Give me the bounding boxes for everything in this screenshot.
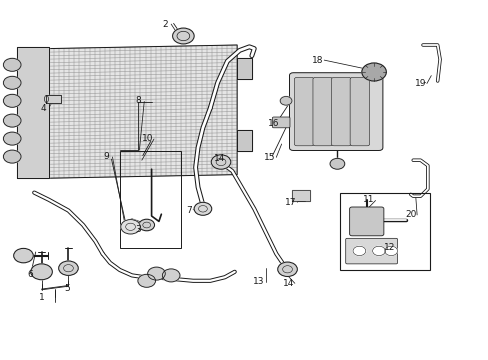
Circle shape bbox=[352, 246, 365, 256]
Circle shape bbox=[361, 63, 386, 81]
FancyBboxPatch shape bbox=[272, 117, 289, 128]
Circle shape bbox=[147, 267, 165, 280]
Circle shape bbox=[329, 158, 344, 169]
Polygon shape bbox=[17, 47, 49, 178]
Text: 14: 14 bbox=[282, 279, 294, 288]
Circle shape bbox=[3, 94, 21, 107]
Text: 8: 8 bbox=[135, 96, 141, 105]
Circle shape bbox=[3, 58, 21, 71]
Circle shape bbox=[3, 76, 21, 89]
Polygon shape bbox=[124, 219, 139, 230]
Bar bbox=[120, 151, 181, 248]
FancyBboxPatch shape bbox=[349, 77, 369, 146]
Circle shape bbox=[3, 114, 21, 127]
Text: 11: 11 bbox=[363, 195, 374, 204]
FancyBboxPatch shape bbox=[294, 77, 313, 146]
Text: 12: 12 bbox=[383, 243, 395, 252]
Text: 1: 1 bbox=[39, 292, 44, 302]
Circle shape bbox=[59, 261, 78, 275]
Text: 4: 4 bbox=[40, 104, 46, 113]
FancyBboxPatch shape bbox=[289, 73, 382, 150]
Circle shape bbox=[121, 220, 140, 234]
FancyBboxPatch shape bbox=[349, 207, 383, 236]
FancyBboxPatch shape bbox=[331, 77, 350, 146]
Text: 5: 5 bbox=[64, 284, 70, 293]
Circle shape bbox=[3, 132, 21, 145]
Circle shape bbox=[31, 264, 52, 280]
Circle shape bbox=[194, 202, 211, 215]
Polygon shape bbox=[46, 95, 61, 103]
Text: 15: 15 bbox=[264, 153, 275, 162]
Circle shape bbox=[277, 262, 297, 276]
Text: 3: 3 bbox=[135, 225, 141, 234]
FancyBboxPatch shape bbox=[312, 77, 332, 146]
Text: 18: 18 bbox=[311, 56, 323, 65]
Circle shape bbox=[162, 269, 180, 282]
Polygon shape bbox=[237, 58, 251, 79]
Circle shape bbox=[3, 150, 21, 163]
Text: 14: 14 bbox=[214, 154, 225, 163]
Circle shape bbox=[139, 219, 154, 231]
Circle shape bbox=[372, 246, 385, 256]
Text: 19: 19 bbox=[414, 79, 426, 88]
Text: 9: 9 bbox=[103, 152, 109, 161]
Polygon shape bbox=[291, 190, 309, 201]
Circle shape bbox=[384, 246, 397, 256]
Circle shape bbox=[280, 96, 291, 105]
Ellipse shape bbox=[44, 95, 48, 103]
Text: 10: 10 bbox=[142, 134, 153, 143]
Text: 17: 17 bbox=[285, 198, 296, 207]
Circle shape bbox=[138, 274, 155, 287]
Circle shape bbox=[14, 248, 33, 263]
Circle shape bbox=[172, 28, 194, 44]
Text: 20: 20 bbox=[404, 210, 416, 220]
Bar bbox=[339, 193, 429, 270]
Text: 6: 6 bbox=[27, 270, 33, 279]
Text: 2: 2 bbox=[162, 20, 167, 29]
Polygon shape bbox=[49, 45, 237, 178]
Text: 13: 13 bbox=[253, 277, 264, 286]
Circle shape bbox=[211, 155, 230, 169]
Polygon shape bbox=[237, 130, 251, 151]
FancyBboxPatch shape bbox=[345, 238, 397, 264]
Text: 16: 16 bbox=[267, 119, 279, 128]
Text: 7: 7 bbox=[186, 206, 192, 215]
